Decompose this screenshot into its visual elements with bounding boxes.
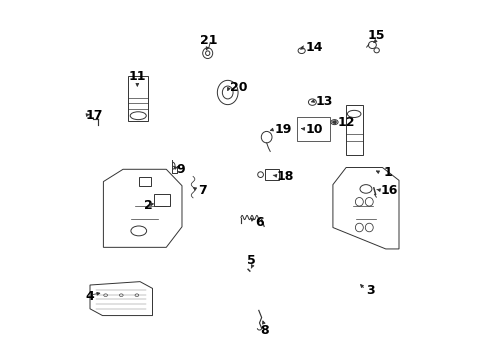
Text: 7: 7 — [198, 184, 206, 197]
Text: 1: 1 — [383, 166, 392, 179]
Text: 10: 10 — [305, 123, 322, 136]
Bar — [264, 169, 278, 180]
Text: 21: 21 — [200, 34, 217, 47]
Text: 14: 14 — [305, 41, 322, 54]
Bar — [297, 117, 329, 141]
Bar — [128, 76, 148, 121]
Text: 16: 16 — [380, 184, 397, 197]
Text: 18: 18 — [276, 170, 293, 183]
Text: 9: 9 — [176, 163, 185, 176]
Text: 3: 3 — [365, 284, 374, 297]
Text: 2: 2 — [144, 198, 153, 212]
Text: 17: 17 — [85, 109, 103, 122]
Text: 13: 13 — [315, 95, 333, 108]
Text: 19: 19 — [274, 123, 292, 136]
Text: 20: 20 — [230, 81, 247, 94]
Text: 15: 15 — [367, 29, 385, 42]
Text: 11: 11 — [128, 70, 146, 83]
Bar — [154, 194, 170, 206]
Bar — [345, 105, 362, 155]
Text: 4: 4 — [85, 289, 94, 303]
Text: 6: 6 — [255, 216, 264, 229]
Text: 5: 5 — [247, 254, 256, 267]
Text: 8: 8 — [259, 324, 268, 337]
Bar — [139, 177, 150, 186]
Text: 12: 12 — [337, 116, 354, 129]
